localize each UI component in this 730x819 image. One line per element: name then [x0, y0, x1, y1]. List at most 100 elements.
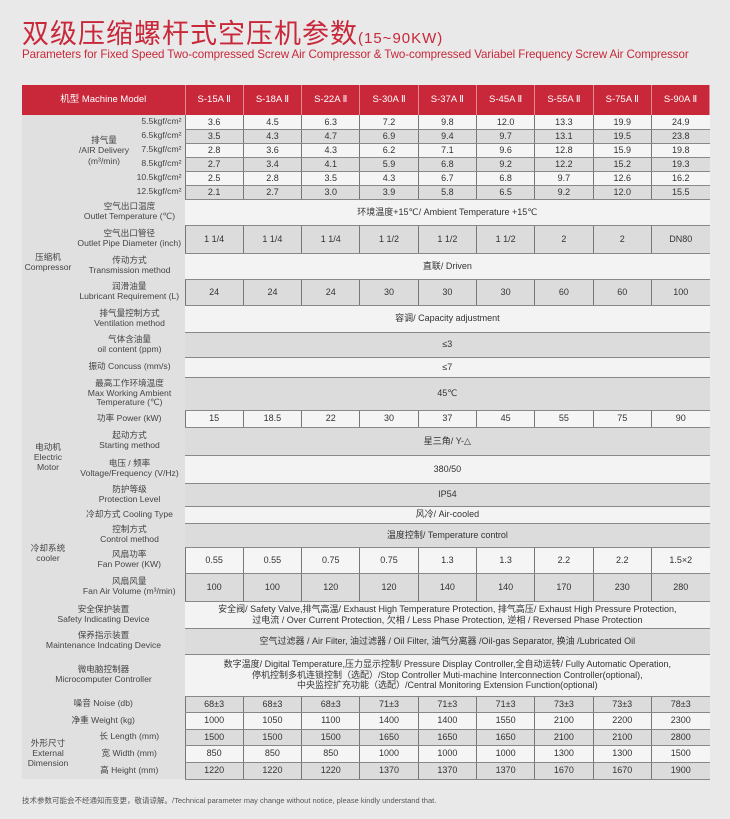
cell: 30 [359, 410, 419, 428]
row-label: 最高工作环境温度 Max Working Ambient Temperature… [74, 377, 185, 410]
cell: 75 [592, 410, 652, 428]
cell: 19.8 [650, 143, 710, 158]
cell: 1000 [184, 712, 244, 730]
row-label: 净重 Weight (kg) [22, 712, 185, 729]
cell: 1 1/4 [184, 225, 244, 254]
cell: 1500 [184, 729, 244, 746]
spec-row: 安全保护装置 Safety Indicating Device 安全阀/ Safe… [22, 601, 710, 629]
row-label: 防护等级 Protection Level [74, 483, 185, 506]
row-value: 容调/ Capacity adjustment [185, 305, 710, 333]
footnote: 技术参数可能会不经通知而变更，敬请谅解。/Technical parameter… [22, 796, 437, 805]
spec-row: 高 Height (mm) 1220 1220 1220 1370 1370 1370 167… [22, 762, 710, 780]
cell: 7.2 [359, 115, 419, 130]
model-4: S-37A Ⅱ [418, 85, 477, 115]
pressure-label: 6.5kgf/cm² [74, 129, 185, 143]
cell: 280 [650, 573, 710, 602]
cell: 9.6 [475, 143, 535, 158]
cell: 1.3 [417, 547, 477, 574]
spec-table: 机型 Machine Model S-15A Ⅱ S-18A Ⅱ S-22A Ⅱ S-… [22, 85, 711, 780]
model-7: S-75A Ⅱ [593, 85, 652, 115]
cell: 2 [592, 225, 652, 254]
header-row: 机型 Machine Model S-15A Ⅱ S-18A Ⅱ S-22A Ⅱ S-… [22, 85, 711, 115]
cell: 15 [184, 410, 244, 428]
cell: 15.9 [592, 143, 652, 158]
spec-row: 风扇功率 Fan Power (KW) 0.55 0.55 0.75 0.75 1.3 1.… [22, 547, 710, 574]
cell: 55 [534, 410, 594, 428]
model-8: S-90A Ⅱ [651, 85, 711, 115]
cell: 1 1/2 [475, 225, 535, 254]
cell: 1220 [184, 762, 244, 780]
model-0: S-15A Ⅱ [185, 85, 244, 115]
cell: 4.3 [301, 143, 360, 158]
spec-row: 电压 / 频率 Voltage/Frequency (V/Hz) 380/50 [22, 455, 710, 484]
cell: 7.1 [417, 143, 477, 158]
cell: 4.7 [301, 129, 360, 144]
cell: 1500 [650, 745, 710, 763]
cell: 1 1/4 [242, 225, 302, 254]
cell: 15.5 [650, 185, 710, 200]
model-5: S-45A Ⅱ [476, 85, 536, 115]
cell: 1000 [417, 745, 477, 763]
cell: 230 [592, 573, 652, 602]
row-label: 风扇风量 Fan Air Volume (m³/min) [74, 573, 185, 601]
cell: 100 [242, 573, 302, 602]
cell: 1.3 [475, 547, 535, 574]
row-label: 空气出口温度 Outlet Temperature (℃) [74, 199, 185, 225]
row-label: 高 Height (mm) [74, 762, 185, 779]
cell: 15.2 [592, 157, 652, 172]
cell: 6.5 [475, 185, 535, 200]
row-label: 空气出口管径 Outlet Pipe Diameter (inch) [74, 225, 185, 253]
cell: 1220 [301, 762, 360, 780]
row-value: 直联/ Driven [185, 253, 710, 280]
cell: 1370 [359, 762, 419, 780]
spec-row: 气体含油量 oil content (ppm) ≤3 [22, 332, 710, 358]
cell: 2100 [534, 729, 594, 746]
cell: 6.2 [359, 143, 419, 158]
cell: 24.9 [650, 115, 710, 130]
row-label: 气体含油量 oil content (ppm) [74, 332, 185, 357]
pressure-label: 8.5kgf/cm² [74, 157, 185, 171]
cell: 4.5 [242, 115, 302, 130]
air-delivery-row: 8.5kgf/cm² 2.7 3.4 4.1 5.9 6.8 9.2 12.2 15.2 19.3 [22, 157, 710, 172]
cell: 6.8 [475, 171, 535, 186]
cell: 1300 [592, 745, 652, 763]
cell: 850 [184, 745, 244, 763]
cell: 850 [301, 745, 360, 763]
cell: 1 1/2 [359, 225, 419, 254]
cell: 120 [359, 573, 419, 602]
cell: 19.3 [650, 157, 710, 172]
cell: 2.8 [184, 143, 244, 158]
cell: 24 [301, 279, 360, 306]
spec-row: 电动机 Electric Motor 功率 Power (kW) 15 18.5 22 3… [22, 410, 710, 506]
cell: 100 [650, 279, 710, 306]
cell: 71±3 [359, 696, 419, 713]
row-value: ≤3 [185, 332, 710, 358]
cell: 120 [301, 573, 360, 602]
cell: 73±3 [534, 696, 594, 713]
cell: 1300 [534, 745, 594, 763]
cell: 90 [650, 410, 710, 428]
cell: 6.9 [359, 129, 419, 144]
cell: 140 [475, 573, 535, 602]
cell: 2100 [592, 729, 652, 746]
row-value: 380/50 [185, 455, 710, 484]
spec-row: 冷却系统 cooler 冷却方式 Cooling Type 风冷/ Air-cool… [22, 506, 710, 601]
row-label: 噪音 Noise (db) [22, 696, 185, 712]
cell: 13.1 [534, 129, 594, 144]
group-motor: 电动机 Electric Motor [22, 410, 74, 506]
spec-row: 振动 Concuss (mm/s) ≤7 [22, 357, 710, 378]
spec-row: 排气量控制方式 Ventilation method 容调/ Capacity a… [22, 305, 710, 333]
row-value: 45℃ [185, 377, 710, 411]
spec-row: 传动方式 Transmission method 直联/ Driven [22, 253, 710, 280]
air-delivery-row: 10.5kgf/cm² 2.5 2.8 3.5 4.3 6.7 6.8 9.7 12.6 16.2 [22, 171, 710, 186]
spec-row: 外形尺寸 External Dimension 长 Length (mm) 1500… [22, 729, 710, 779]
spec-row: 空气出口温度 Outlet Temperature (℃) 环境温度+15℃/ A… [22, 199, 710, 226]
row-label: 控制方式 Control method [74, 523, 185, 547]
row-value: 数字温度/ Digital Temperature,压力显示控制/ Pressu… [185, 654, 710, 697]
cell: 1650 [359, 729, 419, 746]
cell: 9.7 [475, 129, 535, 144]
spec-row: 宽 Width (mm) 850 850 850 1000 1000 1000 1300 130… [22, 745, 710, 763]
cell: 68±3 [301, 696, 360, 713]
row-value: 风冷/ Air-cooled [185, 506, 710, 524]
cell: 6.8 [417, 157, 477, 172]
